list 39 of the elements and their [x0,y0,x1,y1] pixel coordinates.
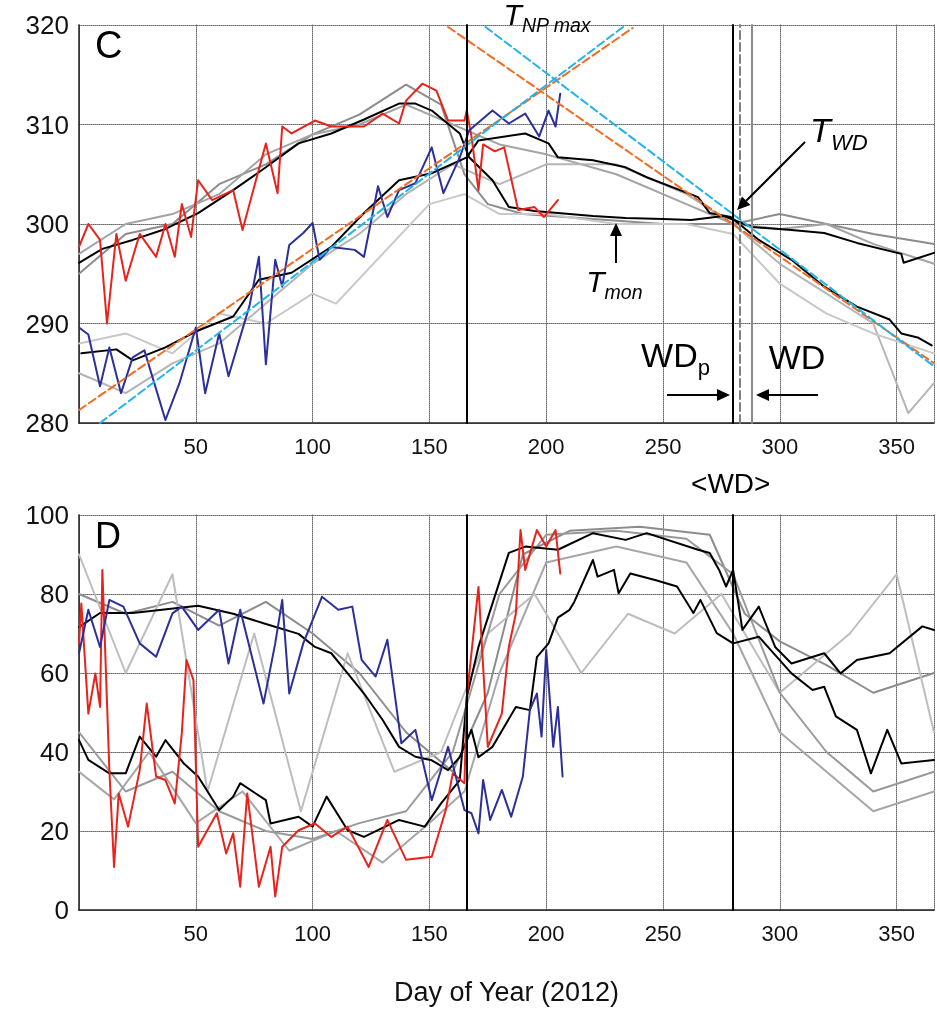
x-tick-label: 50 [183,433,209,459]
x-tick-label: 250 [644,433,682,459]
x-tick-label: 100 [294,433,331,459]
y-tick-label: 310 [25,109,69,140]
line-series [78,595,564,835]
y-tick-label: 60 [40,658,69,688]
x-tick-label: 300 [761,433,799,459]
y-tick-label: 0 [54,895,69,925]
x-tick-label: 200 [527,433,565,459]
y-tick-label: 100 [25,500,69,530]
line-series [78,163,935,415]
x-tick-label: 200 [527,920,565,946]
ref-line-label: WD$_{p}$ [641,336,711,380]
y-tick-label: 20 [40,816,69,846]
y-tick-label: 80 [40,579,69,609]
ref-line-label: WD [768,338,826,376]
line-series [78,92,562,422]
y-tick-label: 40 [40,737,69,767]
y-tick-label: 280 [25,408,69,438]
line-series [78,82,559,325]
x-tick-label: 300 [761,920,799,946]
line-series [78,553,935,813]
x-tick-label: 350 [878,433,915,459]
x-tick-label: 350 [878,920,915,946]
annotation: T$_{WD}$ [810,111,868,155]
ref-line-label: <WD> [691,468,771,499]
x-tick-label: 150 [411,920,448,946]
x-axis-title: Day of Year (2012) [393,976,620,1007]
annotation: T$_{NP max}$ [503,0,591,36]
x-tick-label: 250 [644,920,682,946]
annotation: D [95,515,121,556]
x-tick-label: 150 [411,433,448,459]
x-tick-label: 100 [294,920,331,946]
annotation: C [95,24,123,66]
y-tick-label: 320 [25,10,69,40]
annotation: T$_{mon}$ [586,265,643,303]
y-tick-label: 290 [25,308,69,339]
y-tick-label: 300 [25,209,69,239]
x-tick-label: 50 [183,920,209,946]
